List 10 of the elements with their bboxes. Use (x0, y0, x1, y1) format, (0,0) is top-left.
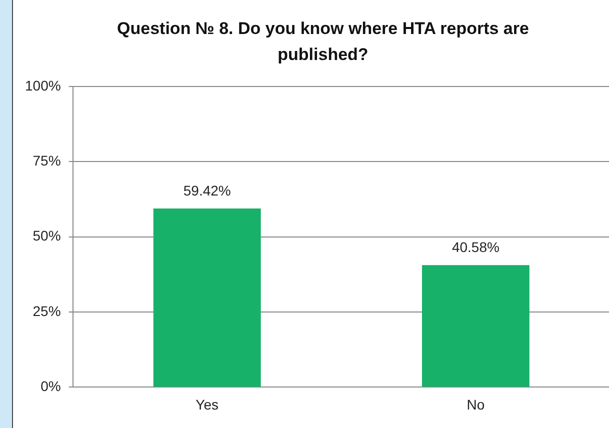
data-label: 59.42% (183, 182, 231, 198)
y-tick-label: 75% (32, 152, 61, 168)
data-label: 40.58% (452, 238, 500, 255)
y-tick-label: 0% (40, 378, 61, 394)
x-tick-label: No (466, 396, 485, 412)
y-tick-label: 25% (32, 302, 61, 319)
chart-title: Question № 8. Do you know where HTA reports are published? (116, 18, 530, 66)
y-tick-label: 50% (32, 228, 61, 244)
y-tick-label: 100% (24, 77, 61, 94)
x-tick-label: Yes (196, 396, 219, 412)
